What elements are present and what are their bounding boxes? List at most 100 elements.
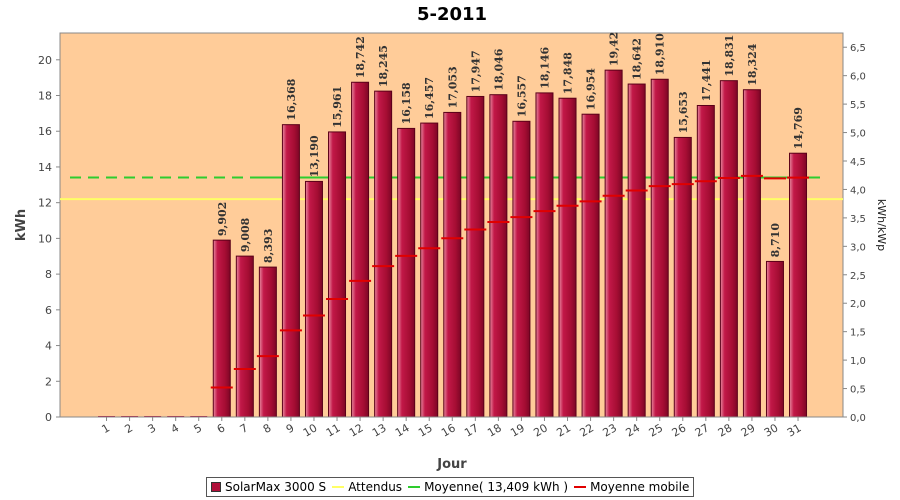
bar-day-24 xyxy=(627,83,646,418)
y2-tick-label: 3,0 xyxy=(850,242,866,253)
bar-day-18 xyxy=(489,94,508,418)
x-tick-label: 28 xyxy=(716,421,735,439)
data-label: 16,954 xyxy=(585,68,598,110)
y2-tick-label: 1,0 xyxy=(850,356,866,367)
legend-swatch-attendus xyxy=(332,486,345,488)
x-tick-label: 26 xyxy=(670,421,689,439)
y2-tick-label: 0,0 xyxy=(850,413,866,424)
bar-day-21 xyxy=(558,97,577,418)
legend-item-attendus: Attendus xyxy=(332,480,402,494)
legend: SolarMax 3000 S Attendus Moyenne( 13,409… xyxy=(206,477,695,497)
x-tick-label: 15 xyxy=(416,421,435,439)
legend-swatch-moyenne xyxy=(408,486,421,488)
data-label: 18,146 xyxy=(538,46,551,88)
legend-item-moyenne: Moyenne( 13,409 kWh ) xyxy=(408,480,568,494)
bar-day-14 xyxy=(397,127,416,418)
x-tick-label: 14 xyxy=(393,421,412,439)
x-tick-label: 20 xyxy=(531,421,550,439)
y-tick-label: 6 xyxy=(45,304,52,317)
bar-day-31 xyxy=(789,152,808,418)
bar-day-30 xyxy=(765,260,784,418)
bar-day-28 xyxy=(719,80,738,418)
x-tick-label: 19 xyxy=(508,421,527,439)
y2-tick-label: 0,5 xyxy=(850,385,866,396)
data-label: 18,742 xyxy=(354,36,367,78)
data-label: 16,368 xyxy=(285,78,298,120)
bar-day-11 xyxy=(328,131,347,418)
bar-day-27 xyxy=(696,104,715,418)
x-tick-label: 18 xyxy=(485,421,504,439)
data-label: 18,324 xyxy=(746,43,759,85)
data-label: 17,848 xyxy=(562,52,575,94)
y-tick-label: 0 xyxy=(45,411,52,424)
x-tick-label: 10 xyxy=(301,421,320,439)
legend-swatch-solarmax xyxy=(211,482,221,492)
data-label: 8,710 xyxy=(769,223,782,258)
x-tick-label: 12 xyxy=(347,421,366,439)
data-labels: 9,902 9,008 8,393 16,368 13,190 15,961 18,742 1… xyxy=(216,32,805,263)
bar-day-29 xyxy=(742,89,761,418)
x-tick-label: 29 xyxy=(739,421,758,439)
y-tick-label: 14 xyxy=(38,161,52,174)
data-label: 19,42 xyxy=(608,32,621,66)
data-label: 9,008 xyxy=(239,217,252,252)
y2-tick-label: 5,5 xyxy=(850,100,866,111)
y2-tick-label: 2,0 xyxy=(850,299,866,310)
y2-tick-label: 2,5 xyxy=(850,271,866,282)
data-label: 18,245 xyxy=(377,45,390,87)
x-tick-label: 5 xyxy=(192,421,205,436)
legend-item-moyenne-mobile: Moyenne mobile xyxy=(574,480,689,494)
bar-day-16 xyxy=(443,111,462,418)
bar-day-23 xyxy=(604,69,623,418)
bar-day-10 xyxy=(304,180,323,418)
bar-day-19 xyxy=(512,120,531,418)
data-label: 17,053 xyxy=(446,66,459,108)
x-axis: 1 2 3 4 5 6 7 8 9 10 11 12 13 14 15 16 17 18 19 20 21 22 23 24 2… xyxy=(60,416,843,440)
x-tick-label: 16 xyxy=(439,421,458,439)
legend-label-moyenne-mobile: Moyenne mobile xyxy=(590,480,690,494)
x-tick-label: 23 xyxy=(601,421,620,439)
x-tick-label: 21 xyxy=(554,421,573,439)
bars xyxy=(98,69,808,418)
bar-day-8 xyxy=(258,266,277,418)
legend-item-solarmax: SolarMax 3000 S xyxy=(211,480,326,494)
data-label: 18,046 xyxy=(492,48,505,90)
bar-day-26 xyxy=(673,136,692,418)
x-tick-label: 24 xyxy=(624,421,643,439)
bar-day-12 xyxy=(351,81,370,418)
bar-day-15 xyxy=(420,122,439,418)
x-tick-label: 25 xyxy=(647,421,666,439)
legend-label-attendus: Attendus xyxy=(348,480,403,494)
x-tick-label: 2 xyxy=(123,421,136,436)
bar-day-20 xyxy=(535,92,554,418)
y2-tick-label: 5,0 xyxy=(850,129,866,140)
y2-axis-title: kWh/kWp xyxy=(875,199,888,251)
data-label: 17,441 xyxy=(700,59,713,101)
y2-tick-label: 6,5 xyxy=(850,43,866,54)
x-tick-label: 11 xyxy=(324,421,343,439)
data-label: 16,457 xyxy=(423,77,436,119)
bar-day-7 xyxy=(235,255,254,418)
bar-day-25 xyxy=(650,78,669,418)
y-tick-label: 16 xyxy=(38,125,52,138)
x-axis-title: Jour xyxy=(436,457,467,472)
legend-swatch-moyenne-mobile xyxy=(574,486,587,488)
data-label: 16,158 xyxy=(400,82,413,124)
y2-tick-label: 4,0 xyxy=(850,185,866,196)
x-tick-label: 31 xyxy=(785,421,804,439)
data-label: 15,961 xyxy=(331,86,344,128)
y-tick-label: 10 xyxy=(38,232,52,245)
y2-axis: 0,0 0,5 1,0 1,5 2,0 2,5 3,0 3,5 4,0 4,5 5,0 5,5 6,0 6… xyxy=(843,43,866,424)
x-tick-label: 30 xyxy=(762,421,781,439)
bar-day-17 xyxy=(466,95,485,418)
x-tick-label: 13 xyxy=(370,421,389,439)
y2-tick-label: 3,5 xyxy=(850,214,866,225)
y-tick-label: 4 xyxy=(45,340,52,353)
y-axis-title: kWh xyxy=(14,209,29,241)
x-tick-label: 17 xyxy=(462,421,481,439)
moving-average-markers xyxy=(210,174,810,389)
bar-day-6 xyxy=(212,239,231,418)
x-tick-label: 8 xyxy=(261,421,274,436)
data-label: 18,642 xyxy=(631,38,644,80)
